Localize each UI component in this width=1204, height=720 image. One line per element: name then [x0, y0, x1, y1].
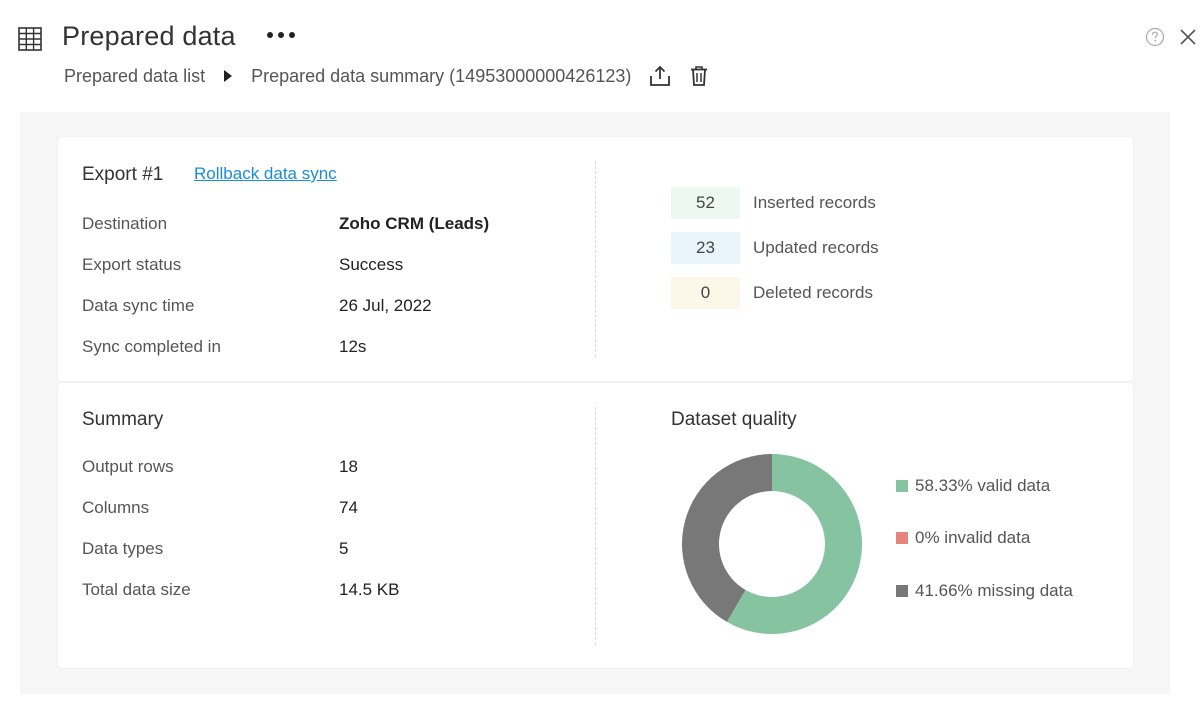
close-icon[interactable]	[1178, 27, 1198, 47]
help-circle-icon[interactable]	[1145, 27, 1165, 47]
dataset-quality-title: Dataset quality	[671, 409, 797, 430]
legend-label-valid: 58.33% valid data	[915, 476, 1051, 495]
deleted-records-count: 0	[671, 277, 740, 309]
legend-label-missing: 41.66% missing data	[915, 581, 1073, 600]
inserted-records-row: 52 Inserted records	[671, 187, 876, 219]
legend-label-invalid: 0% invalid data	[915, 528, 1031, 547]
legend-missing-data: 41.66% missing data	[896, 581, 1073, 601]
page-title: Prepared data	[62, 21, 236, 51]
breadcrumb: Prepared data list Prepared data summary…	[64, 64, 709, 88]
export-card: Export #1 Rollback data sync Destination…	[58, 137, 1133, 381]
dataset-quality-donut-chart	[682, 454, 862, 634]
updated-records-row: 23 Updated records	[671, 232, 879, 264]
deleted-records-label: Deleted records	[753, 283, 874, 302]
columns-value: 74	[339, 498, 358, 517]
inserted-records-label: Inserted records	[753, 193, 876, 212]
export-title: Export #1	[82, 164, 164, 185]
output-rows-label: Output rows	[82, 457, 174, 476]
upload-icon[interactable]	[649, 65, 671, 87]
trash-icon[interactable]	[689, 65, 709, 87]
updated-records-label: Updated records	[753, 238, 879, 257]
total-data-size-value: 14.5 KB	[339, 580, 400, 599]
breadcrumb-current: Prepared data summary (14953000000426123…	[251, 65, 632, 86]
page-header: Prepared data Prepared data list Prepare…	[0, 0, 1204, 110]
columns-label: Columns	[82, 498, 150, 517]
destination-label: Destination	[82, 214, 168, 233]
output-rows-value: 18	[339, 457, 358, 476]
summary-card: Summary Output rows 18 Columns 74 Data t…	[58, 383, 1133, 668]
inserted-records-count: 52	[671, 187, 740, 219]
updated-records-count: 23	[671, 232, 740, 264]
export-status-label: Export status	[82, 255, 182, 274]
rollback-data-sync-link[interactable]: Rollback data sync	[194, 164, 337, 183]
sync-completed-value: 12s	[339, 337, 367, 356]
export-status-value: Success	[339, 255, 404, 274]
summary-title: Summary	[82, 409, 164, 430]
destination-value: Zoho CRM (Leads)	[339, 214, 490, 233]
table-grid-icon	[18, 27, 42, 51]
legend-valid-data: 58.33% valid data	[896, 476, 1050, 496]
deleted-records-row: 0 Deleted records	[671, 277, 873, 309]
data-sync-time-label: Data sync time	[82, 296, 195, 315]
sync-completed-label: Sync completed in	[82, 337, 221, 356]
legend-swatch-missing	[896, 585, 908, 597]
divider	[595, 407, 596, 645]
legend-invalid-data: 0% invalid data	[896, 528, 1030, 548]
total-data-size-label: Total data size	[82, 580, 191, 599]
breadcrumb-prepared-data-list[interactable]: Prepared data list	[64, 65, 206, 86]
donut-slice-valid-data	[726, 454, 862, 634]
data-types-value: 5	[339, 539, 349, 558]
caret-right-icon	[224, 70, 233, 82]
donut-slice-missing-data	[682, 454, 772, 622]
legend-swatch-invalid	[896, 532, 908, 544]
divider	[595, 161, 596, 357]
more-horizontal-icon[interactable]	[265, 27, 299, 43]
data-types-label: Data types	[82, 539, 164, 558]
data-sync-time-value: 26 Jul, 2022	[339, 296, 432, 315]
legend-swatch-valid	[896, 480, 908, 492]
